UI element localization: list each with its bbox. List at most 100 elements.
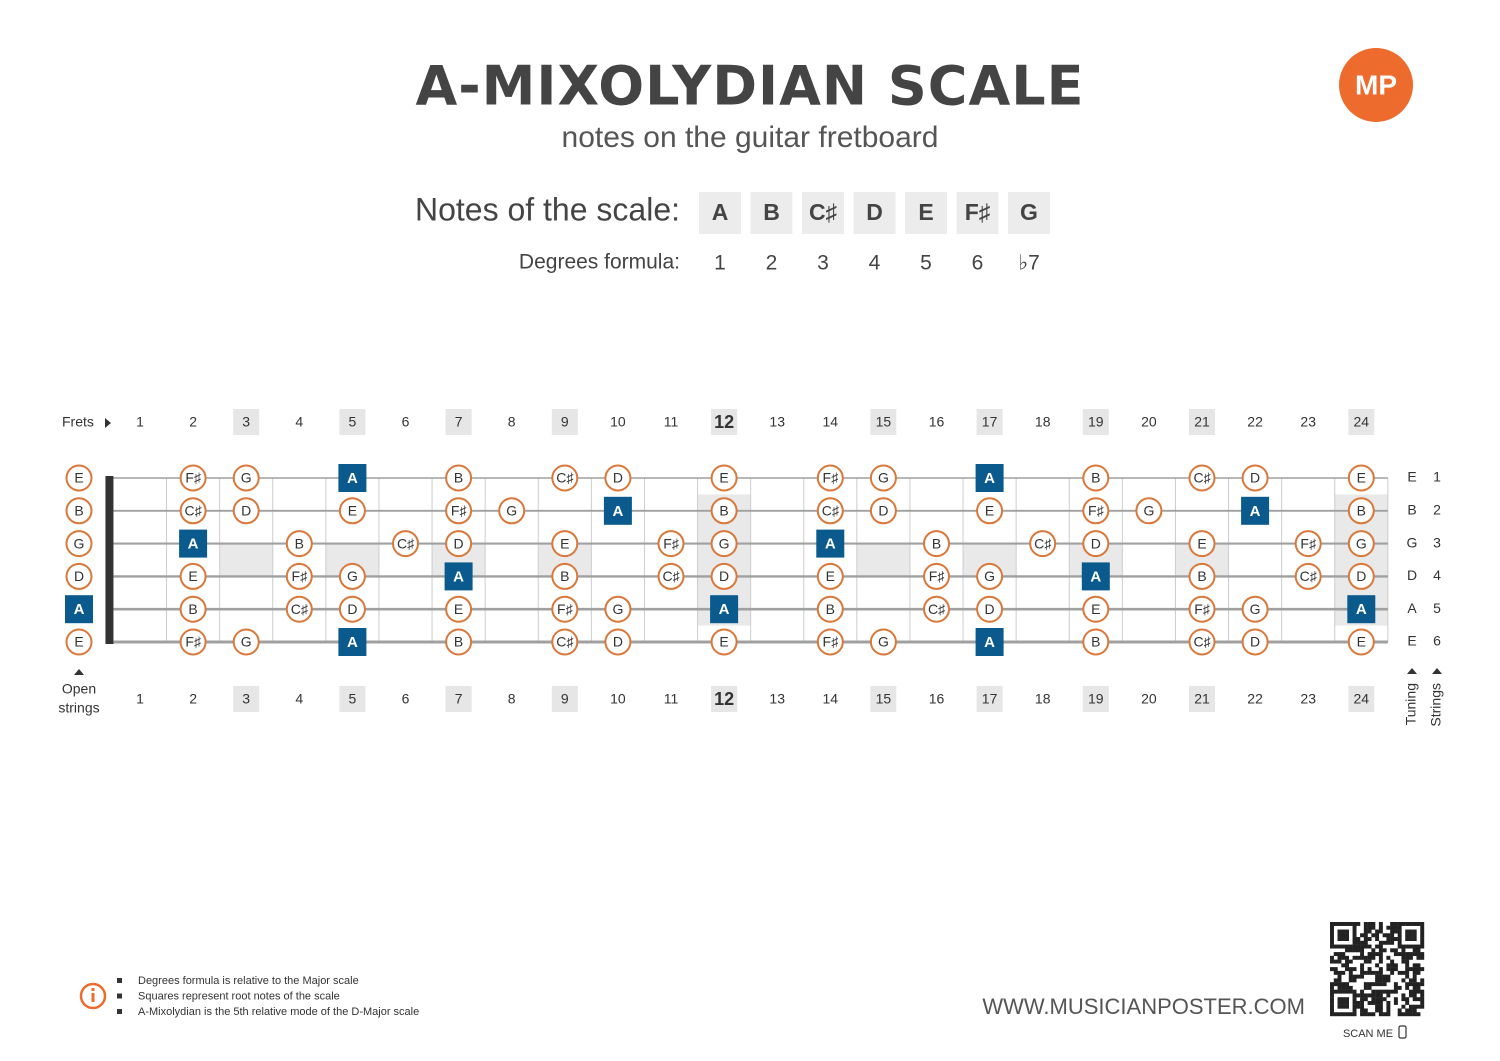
string-number: 1 <box>1433 469 1441 485</box>
qr-cell <box>1352 993 1357 998</box>
qr-cell <box>1386 1008 1391 1013</box>
qr-cell <box>1367 937 1372 941</box>
fret-number: 4 <box>295 691 303 707</box>
note: C♯ <box>556 634 574 650</box>
bullet <box>117 978 122 983</box>
qr-cell <box>1333 982 1338 987</box>
qr-cell <box>1337 937 1342 941</box>
qr-cell <box>1412 929 1417 934</box>
note: C♯ <box>1193 470 1211 486</box>
qr-cell <box>1352 929 1357 934</box>
note-circle <box>710 530 738 558</box>
qr-cell <box>1371 933 1376 938</box>
qr-cell <box>1420 955 1425 960</box>
qr-cell <box>1393 989 1398 994</box>
qr-cell <box>1420 933 1425 938</box>
note: B <box>826 601 835 617</box>
note-circle <box>445 464 473 492</box>
note-circle <box>65 464 93 492</box>
root-note: A <box>984 470 995 487</box>
note: E <box>454 601 463 617</box>
note-circle <box>285 562 313 590</box>
qr-cell <box>1375 952 1380 957</box>
fret-number-box <box>339 686 366 712</box>
note: D <box>241 503 251 519</box>
fret-number: 22 <box>1247 414 1263 430</box>
qr-cell <box>1401 997 1406 1002</box>
fret-number: 8 <box>508 691 516 707</box>
qr-cell <box>1397 970 1402 975</box>
qr-cell <box>1363 1008 1368 1013</box>
note-circle <box>232 464 260 492</box>
qr-cell <box>1352 974 1357 979</box>
qr-cell <box>1378 970 1383 975</box>
qr-cell <box>1408 937 1413 941</box>
qr-cell <box>1420 937 1425 941</box>
fret-number: 13 <box>769 414 785 430</box>
qr-cell <box>1348 944 1353 949</box>
qr-cell <box>1333 959 1338 964</box>
fret-number: 21 <box>1194 691 1210 707</box>
degrees-label: Degrees formula: <box>519 251 680 274</box>
qr-cell <box>1345 933 1349 938</box>
qr-cell <box>1333 1012 1338 1017</box>
note: F♯ <box>1088 503 1105 519</box>
root-square <box>338 628 367 656</box>
qr-cell <box>1416 970 1421 975</box>
qr-cell <box>1330 1008 1334 1013</box>
qr-cell <box>1371 948 1376 953</box>
fret-number-box <box>551 409 578 435</box>
note-circle <box>816 464 844 492</box>
qr-cell <box>1408 967 1413 972</box>
qr-cell <box>1360 989 1365 994</box>
fret-number: 17 <box>982 414 998 430</box>
note-circle <box>976 595 1004 623</box>
qr-cell <box>1360 955 1365 960</box>
qr-cell <box>1420 1004 1425 1009</box>
arrow <box>74 669 84 675</box>
qr-cell <box>1356 948 1361 953</box>
fret-number: 9 <box>561 414 569 430</box>
arrow <box>1432 668 1442 674</box>
qr-cell <box>1348 948 1353 953</box>
qr-cell <box>1341 1000 1346 1005</box>
qr-cell <box>1367 929 1372 934</box>
fret-number: 5 <box>349 691 357 707</box>
note: B <box>295 535 304 551</box>
qr-cell <box>1363 997 1368 1002</box>
note-circle <box>285 595 313 623</box>
root-note: A <box>719 601 730 618</box>
note-circle <box>976 497 1004 525</box>
qr-cell <box>1360 974 1365 979</box>
qr-cell <box>1330 993 1334 998</box>
qr-cell <box>1363 944 1368 949</box>
qr-cell <box>1363 955 1368 960</box>
qr-cell <box>1405 955 1410 960</box>
qr-cell <box>1397 929 1402 934</box>
qr-cell <box>1363 940 1368 945</box>
note-circle <box>1188 628 1216 656</box>
qr-cell <box>1356 940 1361 945</box>
note: G <box>1250 601 1261 617</box>
qr-cell <box>1393 997 1398 1002</box>
fret-number: 18 <box>1035 691 1051 707</box>
root-square <box>975 628 1004 656</box>
qr-cell <box>1348 967 1353 972</box>
qr-cell <box>1345 944 1349 949</box>
qr-cell <box>1386 1004 1391 1009</box>
qr-cell <box>1405 933 1410 938</box>
qr-cell <box>1412 948 1417 953</box>
qr-cell <box>1330 1012 1334 1017</box>
qr-cell <box>1408 989 1413 994</box>
qr-cell <box>1405 963 1410 968</box>
note: E <box>719 634 728 650</box>
qr-cell <box>1345 1004 1349 1009</box>
qr-cell <box>1352 1012 1357 1017</box>
qr-cell <box>1356 993 1361 998</box>
note: G <box>612 601 623 617</box>
qr-cell <box>1337 952 1342 957</box>
qr-cell <box>1367 970 1372 975</box>
fret-number-box <box>711 409 738 435</box>
qr-cell <box>1345 989 1349 994</box>
fret-number-box <box>870 409 897 435</box>
